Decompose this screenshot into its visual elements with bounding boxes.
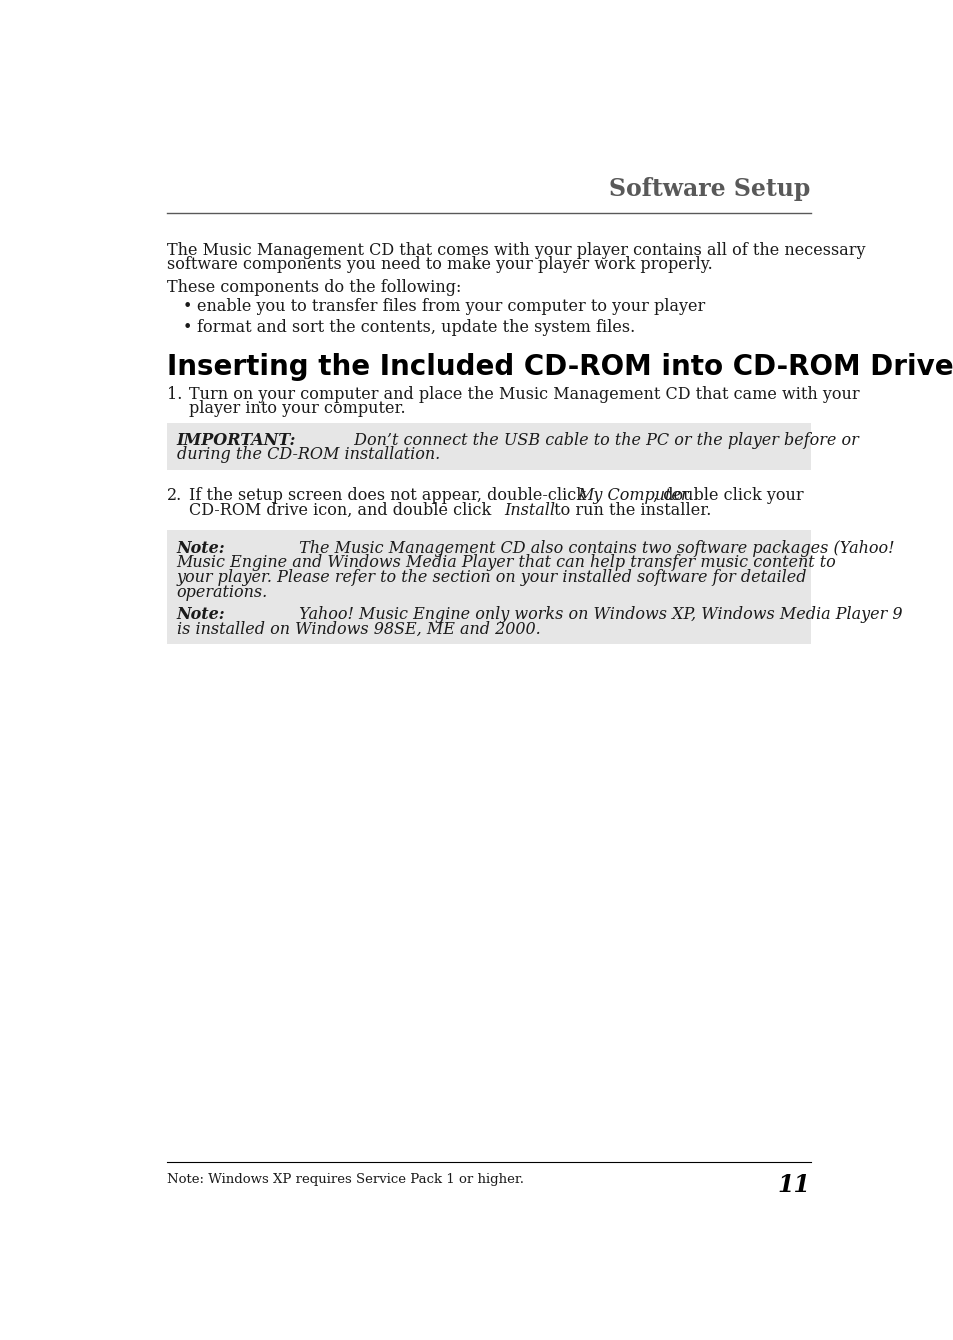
- Text: •: •: [183, 319, 192, 335]
- Text: CD-ROM drive icon, and double click: CD-ROM drive icon, and double click: [189, 502, 496, 519]
- Text: Music Engine and Windows Media Player that can help transfer music content to: Music Engine and Windows Media Player th…: [176, 555, 836, 571]
- Bar: [167, 422, 810, 470]
- Text: The Music Management CD that comes with your player contains all of the necessar: The Music Management CD that comes with …: [167, 241, 865, 259]
- Bar: [167, 531, 810, 645]
- Text: 2.: 2.: [167, 488, 182, 504]
- Text: Don’t connect the USB cable to the PC or the player before or: Don’t connect the USB cable to the PC or…: [348, 431, 858, 449]
- Text: Note: Windows XP requires Service Pack 1 or higher.: Note: Windows XP requires Service Pack 1…: [167, 1172, 524, 1186]
- Text: Note:: Note:: [176, 540, 225, 556]
- Text: Turn on your computer and place the Music Management CD that came with your: Turn on your computer and place the Musi…: [189, 386, 859, 402]
- Text: Yahoo! Music Engine only works on Windows XP, Windows Media Player 9: Yahoo! Music Engine only works on Window…: [294, 606, 902, 623]
- Text: software components you need to make your player work properly.: software components you need to make you…: [167, 256, 712, 273]
- Text: operations.: operations.: [176, 583, 268, 600]
- Text: during the CD-ROM installation.: during the CD-ROM installation.: [176, 446, 439, 464]
- Text: , double click your: , double click your: [653, 488, 803, 504]
- Text: If the setup screen does not appear, double-click: If the setup screen does not appear, dou…: [189, 488, 591, 504]
- Text: your player. Please refer to the section on your installed software for detailed: your player. Please refer to the section…: [176, 570, 806, 586]
- Text: player into your computer.: player into your computer.: [189, 401, 405, 417]
- Text: enable you to transfer files from your computer to your player: enable you to transfer files from your c…: [196, 297, 704, 315]
- Text: My Computer: My Computer: [577, 488, 688, 504]
- Text: Note:: Note:: [176, 606, 225, 623]
- Text: format and sort the contents, update the system files.: format and sort the contents, update the…: [196, 319, 635, 335]
- Text: to run the installer.: to run the installer.: [549, 502, 711, 519]
- Text: These components do the following:: These components do the following:: [167, 279, 461, 296]
- Text: Install: Install: [503, 502, 555, 519]
- Text: is installed on Windows 98SE, ME and 2000.: is installed on Windows 98SE, ME and 200…: [176, 620, 539, 638]
- Text: •: •: [183, 297, 192, 315]
- Text: The Music Management CD also contains two software packages (Yahoo!: The Music Management CD also contains tw…: [294, 540, 893, 556]
- Text: 1.: 1.: [167, 386, 182, 402]
- Text: Software Setup: Software Setup: [609, 177, 810, 201]
- Text: Inserting the Included CD-ROM into CD-ROM Drive: Inserting the Included CD-ROM into CD-RO…: [167, 354, 953, 382]
- Text: 11: 11: [777, 1172, 810, 1197]
- Text: IMPORTANT:: IMPORTANT:: [176, 431, 295, 449]
